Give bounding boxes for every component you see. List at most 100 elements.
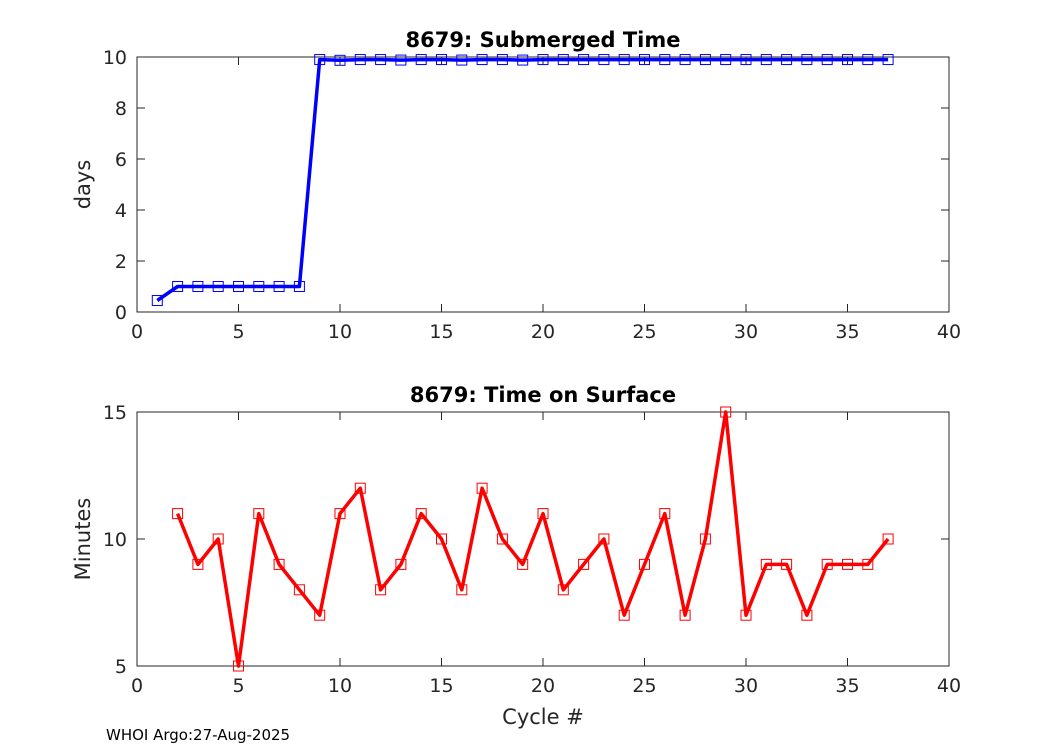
surface-data-point <box>436 533 447 545</box>
surface-x-tick-label: 10 <box>328 675 352 697</box>
surface-data-point <box>598 533 610 545</box>
surface-data-point <box>679 609 691 621</box>
surface-x-tick-label: 5 <box>232 675 244 697</box>
submerged-data-point <box>334 54 346 66</box>
submerged-data-point <box>760 54 772 66</box>
surface-x-tick-label: 35 <box>835 675 859 697</box>
surface-data-point <box>415 508 427 520</box>
surface-data-point <box>456 584 468 596</box>
surface-data-point <box>293 584 305 596</box>
surface-x-tick-label: 20 <box>531 675 555 697</box>
surface-data-point <box>354 482 366 494</box>
submerged-data-point <box>801 54 813 66</box>
surface-data-point <box>253 508 265 520</box>
footer-credit: WHOI Argo:27-Aug-2025 <box>106 726 290 744</box>
submerged-data-point <box>639 54 650 66</box>
submerged-x-tick-label: 5 <box>232 321 244 343</box>
surface-x-tick-label: 25 <box>632 675 656 697</box>
submerged-data-point <box>253 281 265 292</box>
submerged-data-point <box>456 54 468 66</box>
submerged-data-point <box>293 281 305 292</box>
surface-data-point <box>842 558 853 570</box>
surface-data-point <box>801 609 813 621</box>
surface-data-point <box>273 558 285 570</box>
surface-series-line <box>175 410 890 668</box>
submerged-data-point <box>720 54 732 66</box>
surface-axes-frame <box>136 411 950 667</box>
surface-data-point <box>314 609 326 621</box>
surface-x-tick-label: 0 <box>131 675 143 697</box>
submerged-data-point <box>395 54 407 66</box>
surface-data-point <box>618 609 630 621</box>
submerged-x-tick-label: 10 <box>328 321 352 343</box>
submerged-data-point <box>354 54 366 66</box>
surface-data-point <box>537 508 549 520</box>
submerged-y-tick-label: 0 <box>115 302 127 324</box>
submerged-data-point <box>476 54 488 66</box>
submerged-data-point <box>375 54 387 66</box>
submerged-data-point <box>659 54 671 66</box>
submerged-data-point <box>415 54 427 66</box>
surface-y-tick-label: 15 <box>103 402 127 424</box>
submerged-data-point <box>436 54 447 66</box>
surface-data-point <box>720 406 732 418</box>
submerged-data-point <box>557 54 569 66</box>
submerged-data-point <box>598 54 610 66</box>
submerged-data-point <box>679 54 691 66</box>
submerged-data-point <box>781 54 793 66</box>
surface-x-tick-label: 15 <box>429 675 453 697</box>
submerged-data-point <box>212 281 224 292</box>
surface-y-axis-label: Minutes <box>71 498 95 581</box>
submerged-y-tick-label: 2 <box>115 251 127 273</box>
surface-y-tick-label: 10 <box>103 529 127 551</box>
submerged-data-point <box>821 54 833 66</box>
surface-data-point <box>557 584 569 596</box>
submerged-x-tick-label: 30 <box>734 321 758 343</box>
submerged-y-axis-label: days <box>71 160 95 210</box>
surface-data-point <box>496 533 508 545</box>
surface-data-point <box>578 558 590 570</box>
surface-data-point <box>760 558 772 570</box>
submerged-data-point <box>699 54 711 66</box>
surface-data-point <box>375 584 387 596</box>
surface-data-point <box>699 533 711 545</box>
submerged-time-plot: 0 5 10 15 20 25 30 35 40 0 2 4 6 8 10 8679: Submerged T… <box>71 28 961 343</box>
submerged-y-tick-label: 6 <box>115 149 127 171</box>
surface-data-point <box>862 558 874 570</box>
submerged-data-point <box>862 54 874 66</box>
submerged-data-point <box>192 281 204 292</box>
submerged-data-point <box>517 54 529 66</box>
submerged-data-point <box>842 54 853 66</box>
surface-data-point <box>882 533 894 545</box>
surface-chart-title: 8679: Time on Surface <box>410 383 676 407</box>
submerged-data-point <box>151 295 163 307</box>
submerged-data-point <box>314 54 326 66</box>
submerged-data-point <box>273 281 285 292</box>
submerged-data-point <box>882 54 894 66</box>
surface-data-point <box>395 558 407 570</box>
submerged-y-tick-label: 4 <box>115 200 127 222</box>
surface-data-point <box>192 558 204 570</box>
surface-data-point <box>639 558 650 570</box>
surface-x-tick-label: 40 <box>937 675 961 697</box>
submerged-chart-title: 8679: Submerged Time <box>405 28 680 52</box>
surface-data-point <box>821 558 833 570</box>
surface-x-tick-label: 30 <box>734 675 758 697</box>
submerged-data-point <box>578 54 590 66</box>
surface-data-point <box>334 508 346 520</box>
surface-data-point <box>659 508 671 520</box>
surface-data-point <box>212 533 224 545</box>
submerged-x-tick-label: 0 <box>131 321 143 343</box>
surface-y-tick-label: 5 <box>115 656 127 678</box>
submerged-series-line <box>156 57 889 302</box>
submerged-x-tick-label: 25 <box>632 321 656 343</box>
submerged-data-point <box>618 54 630 66</box>
submerged-data-point <box>496 54 508 66</box>
surface-data-point <box>781 558 793 570</box>
submerged-x-tick-label: 40 <box>937 321 961 343</box>
surface-data-point <box>233 660 244 672</box>
submerged-data-point <box>172 281 184 292</box>
surface-data-point <box>517 558 529 570</box>
